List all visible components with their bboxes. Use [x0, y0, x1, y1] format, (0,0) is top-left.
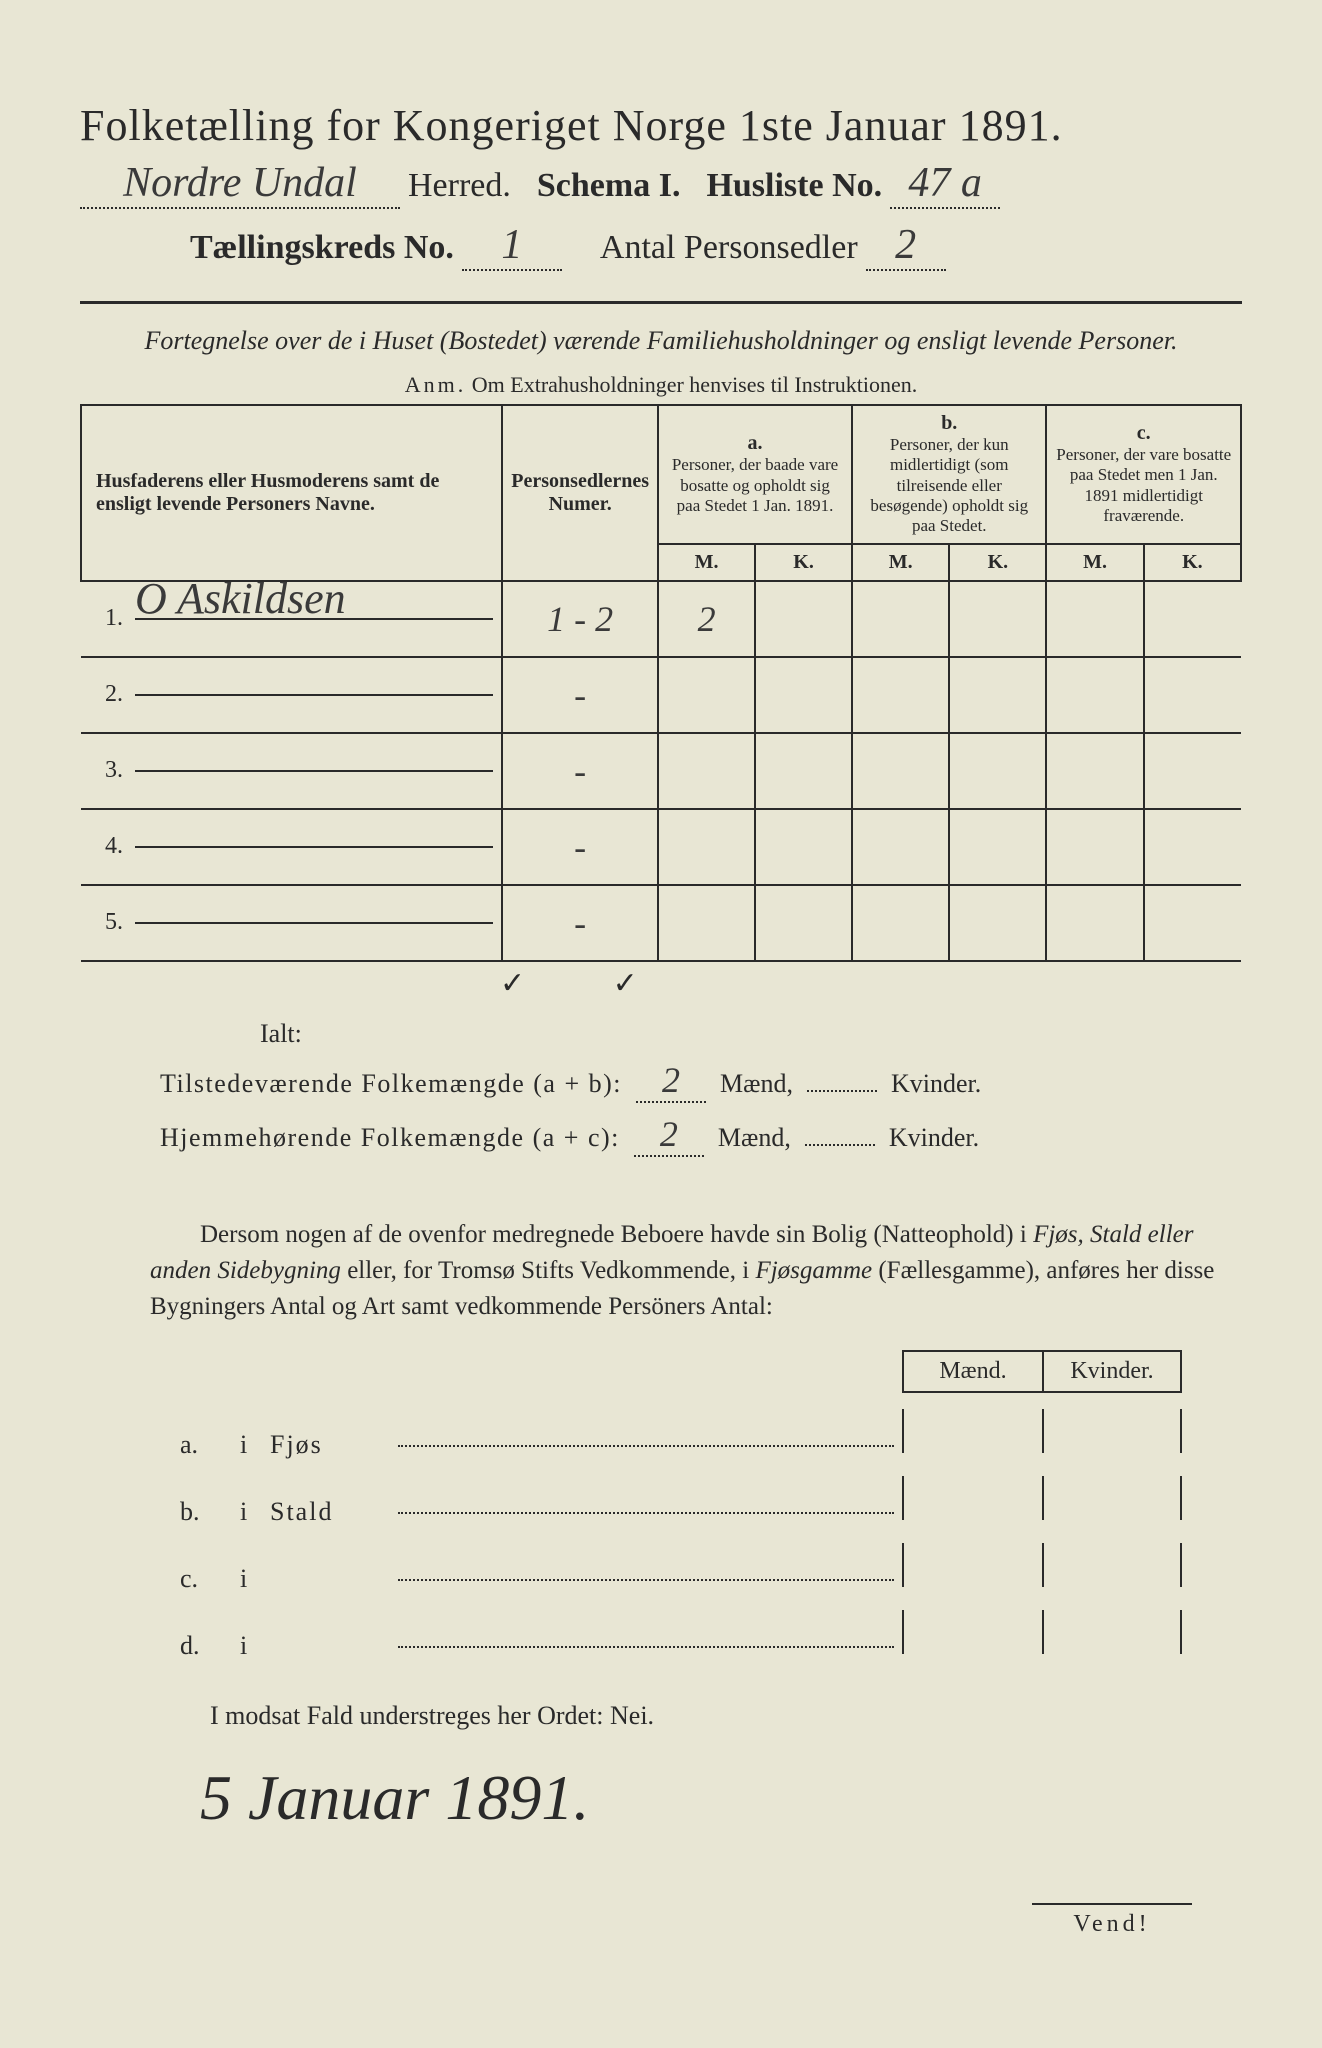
- table-row: 3.-: [81, 733, 1241, 809]
- hdr-c-m: M.: [1046, 544, 1143, 581]
- hdr-b: b. Personer, der kun midlertidigt (som t…: [852, 405, 1046, 544]
- anm-line: Anm. Om Extrahusholdninger henvises til …: [80, 372, 1242, 398]
- hdr-name: Husfaderens eller Husmoderens samt de en…: [81, 405, 502, 581]
- side-hdr-k: Kvinder.: [1042, 1350, 1182, 1393]
- hdr-b-k: K.: [949, 544, 1046, 581]
- sum1-m-lbl: Mænd,: [720, 1069, 793, 1099]
- sum1-m: 2: [636, 1059, 706, 1103]
- table-row: 4.-: [81, 809, 1241, 885]
- antal-value: 2: [866, 221, 946, 271]
- hdr-b-m: M.: [852, 544, 949, 581]
- hdr-num: Personsedlernes Numer.: [502, 405, 658, 581]
- kreds-value: 1: [462, 221, 562, 271]
- side-row: c.i: [180, 1543, 1182, 1594]
- sum2-k: [805, 1144, 875, 1146]
- side-row: a.iFjøs: [180, 1409, 1182, 1460]
- sum2-m: 2: [634, 1113, 704, 1157]
- table-row: 1.O Askildsen1 - 22: [81, 581, 1241, 657]
- household-table: Husfaderens eller Husmoderens samt de en…: [80, 404, 1242, 962]
- table-row: 2.-: [81, 657, 1241, 733]
- hdr-a-k: K.: [755, 544, 852, 581]
- sum2-label: Hjemmehørende Folkemængde (a + c):: [160, 1123, 620, 1153]
- bottom-note: I modsat Fald understreges her Ordet: Ne…: [210, 1701, 1242, 1731]
- sum1-k: [807, 1090, 877, 1092]
- sum-row-resident: Hjemmehørende Folkemængde (a + c): 2 Mæn…: [80, 1113, 1242, 1157]
- hdr-a-m: M.: [658, 544, 755, 581]
- vend-label: Vend!: [1032, 1903, 1192, 1938]
- sum2-k-lbl: Kvinder.: [889, 1123, 979, 1153]
- table-row: 5.-: [81, 885, 1241, 961]
- sum-row-present: Tilstedeværende Folkemængde (a + b): 2 M…: [80, 1059, 1242, 1103]
- date-handwritten: 5 Januar 1891.: [200, 1761, 1242, 1835]
- anm-prefix: Anm.: [405, 372, 467, 397]
- side-hdr-m: Mænd.: [902, 1350, 1042, 1393]
- check-marks: ✓ ✓: [80, 966, 1242, 1001]
- sum1-label: Tilstedeværende Folkemængde (a + b):: [160, 1069, 622, 1099]
- census-title: Folketælling for Kongeriget Norge 1ste J…: [80, 100, 1242, 151]
- anm-text: Om Extrahusholdninger henvises til Instr…: [472, 372, 917, 397]
- side-building-table: Mænd. Kvinder. a.iFjøs b.iStald c.i d.i: [180, 1350, 1182, 1661]
- husliste-label: Husliste No.: [706, 167, 882, 205]
- side-row: b.iStald: [180, 1476, 1182, 1527]
- kreds-label: Tællingskreds No.: [190, 229, 454, 267]
- husliste-value: 47 a: [890, 159, 1000, 209]
- hdr-c-k: K.: [1144, 544, 1241, 581]
- schema-label: Schema I.: [537, 167, 681, 205]
- antal-label: Antal Personsedler: [600, 229, 858, 267]
- ialt-label: Ialt:: [80, 1019, 1242, 1049]
- hdr-a: a. Personer, der baade vare bosatte og o…: [658, 405, 852, 544]
- divider: [80, 301, 1242, 304]
- subtitle: Fortegnelse over de i Huset (Bostedet) v…: [120, 324, 1202, 358]
- sum1-k-lbl: Kvinder.: [891, 1069, 981, 1099]
- title-row-3: Tællingskreds No. 1 Antal Personsedler 2: [80, 221, 1242, 271]
- herred-label: Herred.: [408, 167, 511, 205]
- herred-value: Nordre Undal: [80, 159, 400, 209]
- side-row: d.i: [180, 1610, 1182, 1661]
- hdr-c: c. Personer, der vare bosatte paa Stedet…: [1046, 405, 1241, 544]
- title-row-2: Nordre Undal Herred. Schema I. Husliste …: [80, 159, 1242, 209]
- sum2-m-lbl: Mænd,: [718, 1123, 791, 1153]
- side-building-para: Dersom nogen af de ovenfor medregnede Be…: [150, 1217, 1222, 1326]
